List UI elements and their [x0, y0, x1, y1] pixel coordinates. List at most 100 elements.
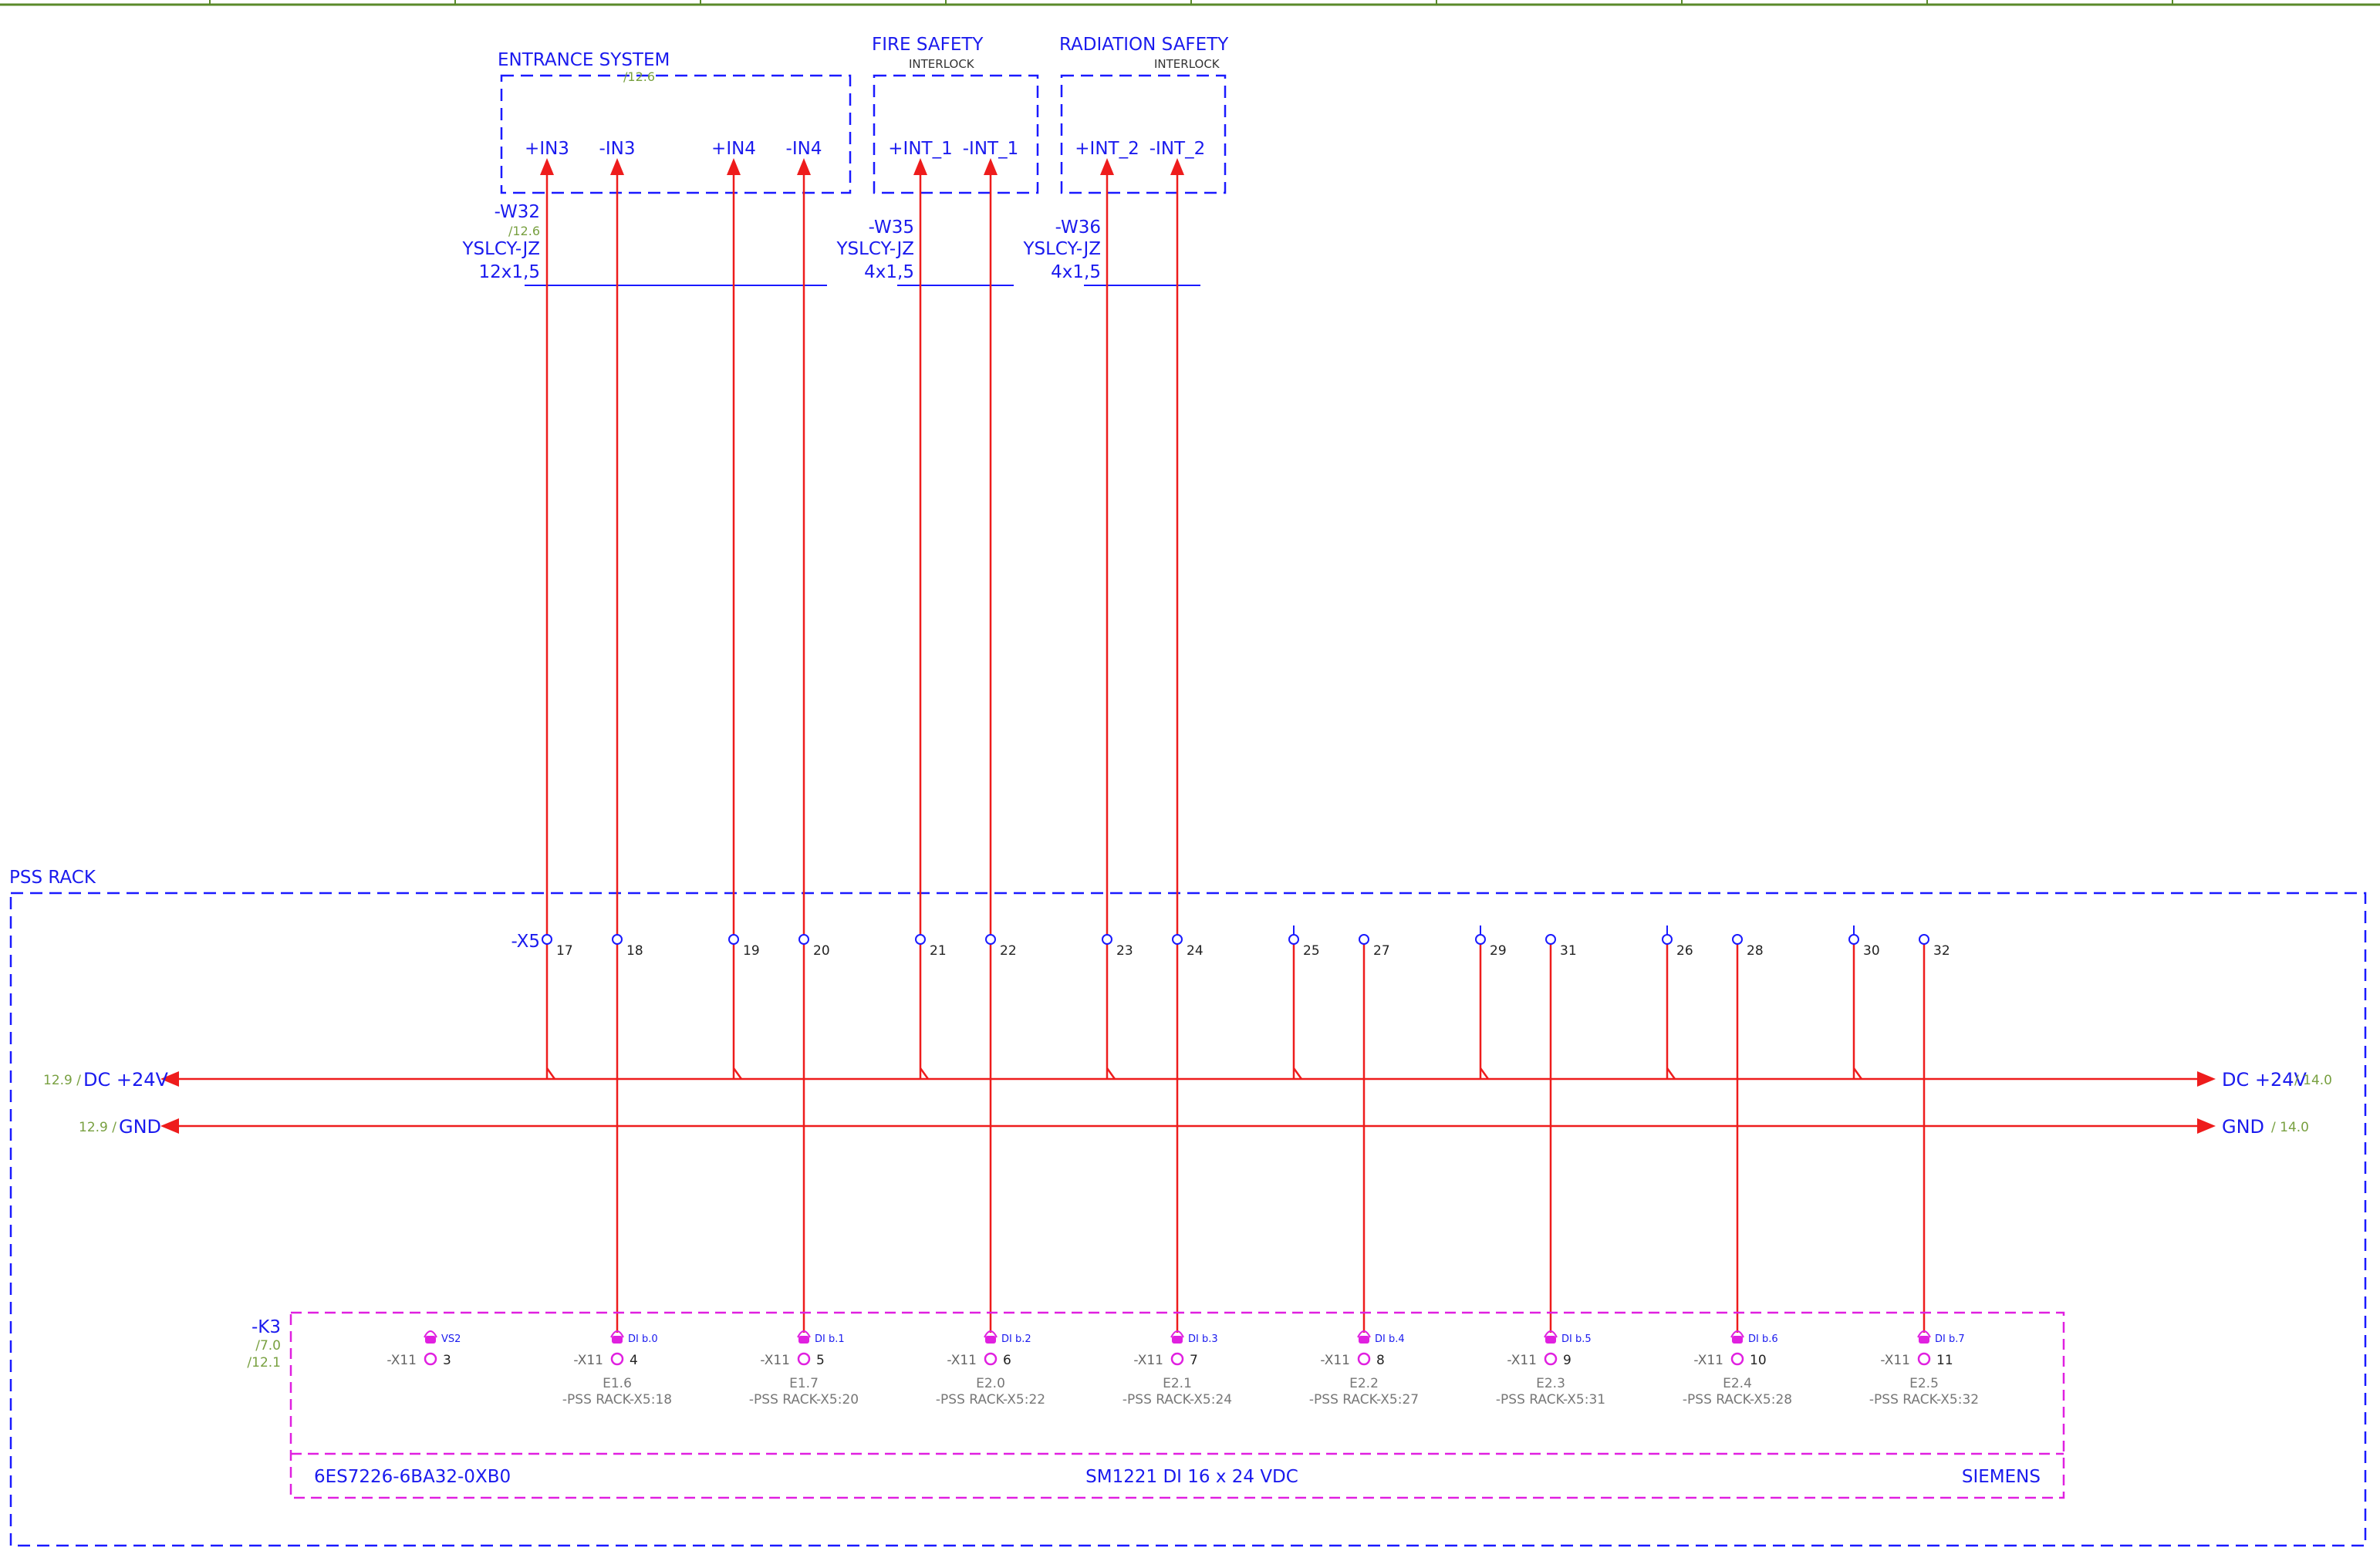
connector-arc: [610, 1330, 624, 1338]
pin-icon: [1730, 1352, 1744, 1366]
radiation-safety-group: RADIATION SAFETY INTERLOCK: [1059, 35, 1229, 194]
terminal-number: 20: [813, 943, 830, 959]
dc-24v-rail: 12.9 / DC +24V DC +24V / 14.0: [43, 1069, 2332, 1091]
cable-w32: -W32 /12.6 YSLCY-JZ 12x1,5: [461, 202, 827, 286]
wire-arrow: [540, 158, 554, 175]
wire-arrow: [913, 158, 927, 175]
cable-size: 4x1,5: [1051, 262, 1101, 282]
input-label: -INT_2: [1149, 139, 1205, 159]
pin-number: 9: [1563, 1353, 1571, 1368]
cable-name: -W36: [1055, 217, 1101, 238]
connector-icon: [1359, 1336, 1369, 1344]
pin-connector-label: -X11: [1320, 1353, 1350, 1368]
terminal-icon: [728, 934, 739, 945]
wire-arrow: [610, 158, 624, 175]
input-label: +IN4: [711, 139, 756, 159]
input-label: +INT_2: [1075, 139, 1139, 159]
pss-rack: PSS RACK -X5: [9, 868, 2367, 1547]
pin-connector-label: -X11: [947, 1353, 977, 1368]
pin-number: 7: [1190, 1353, 1198, 1368]
pin-connector-label: -X11: [1507, 1353, 1537, 1368]
dc-rail-label-left: DC +24V: [83, 1069, 169, 1091]
top-border: [0, 0, 2380, 6]
connector-arc: [1544, 1330, 1558, 1338]
wire-arrow: [727, 158, 741, 175]
terminal-number: 30: [1863, 943, 1880, 959]
pin-icon: [424, 1352, 437, 1366]
junction-tick: [732, 1067, 743, 1080]
pin-address: E2.1: [1163, 1376, 1192, 1391]
pin-number: 8: [1376, 1353, 1385, 1368]
dc-rail-ref-right: / 14.0: [2294, 1073, 2332, 1088]
input-label: +INT_1: [888, 139, 952, 159]
module-pin-group: VS2 -X11 3 DI b.0 -X11 4 E1.6-PSS RACK-X5:18 DI…: [387, 1330, 1979, 1408]
pin-connector-label: -X11: [1880, 1353, 1910, 1368]
input-label: +IN3: [525, 139, 569, 159]
pin-address: E2.4: [1723, 1376, 1752, 1391]
pin-number: 6: [1003, 1353, 1011, 1368]
module-tag: -K3: [252, 1317, 281, 1337]
pin-address: E2.5: [1909, 1376, 1939, 1391]
dc-rail-ref-left: 12.9 /: [43, 1073, 81, 1088]
terminal-number: 21: [930, 943, 947, 959]
gnd-rail-ref-right: / 14.0: [2271, 1120, 2309, 1135]
radiation-safety-subtitle: INTERLOCK: [1154, 57, 1220, 71]
terminal-number: 18: [626, 943, 643, 959]
terminal-number: 22: [1000, 943, 1017, 959]
terminal-number: 17: [556, 943, 573, 959]
terminal-number: 23: [1116, 943, 1133, 959]
entrance-system-group: ENTRANCE SYSTEM /12.6: [498, 50, 852, 194]
input-label: -IN3: [599, 139, 636, 159]
pin-connector-label: -X11: [760, 1353, 790, 1368]
pin-function-label: DI b.1: [815, 1333, 845, 1345]
connector-icon: [1545, 1336, 1556, 1344]
junction-tick: [545, 1067, 556, 1080]
pin-number: 3: [443, 1353, 451, 1368]
pin-function-label: VS2: [441, 1333, 461, 1345]
connector-icon: [612, 1336, 623, 1344]
terminal-icon: [1848, 934, 1859, 945]
pin-icon: [1170, 1352, 1184, 1366]
pin-function-label: DI b.6: [1748, 1333, 1778, 1345]
pin-source: -PSS RACK-X5:31: [1496, 1392, 1605, 1408]
pin-icon: [1917, 1352, 1931, 1366]
gnd-rail-label-left: GND: [119, 1116, 161, 1138]
connector-arc: [1917, 1330, 1931, 1338]
pin-function-label: DI b.7: [1935, 1333, 1965, 1345]
pin-connector-label: -X11: [1133, 1353, 1163, 1368]
pin-function-label: DI b.0: [628, 1333, 658, 1345]
cable-name: -W35: [869, 217, 914, 238]
pin-address: E1.7: [789, 1376, 819, 1391]
terminal-icon: [915, 934, 926, 945]
junction-tick: [1292, 1067, 1303, 1080]
junction-tick: [1106, 1067, 1116, 1080]
terminal-icon: [1288, 934, 1299, 945]
pin-icon: [797, 1352, 811, 1366]
dc-rail-label-right: DC +24V: [2222, 1069, 2307, 1091]
terminal-number: 25: [1303, 943, 1320, 959]
connector-icon: [1919, 1336, 1929, 1344]
pin-function-label: DI b.5: [1561, 1333, 1592, 1345]
radiation-safety-title: RADIATION SAFETY: [1059, 35, 1229, 55]
terminal-icon: [1919, 934, 1929, 945]
pin-function-label: DI b.3: [1188, 1333, 1218, 1345]
terminal-number: 31: [1560, 943, 1577, 959]
input-labels: +IN3 -IN3 +IN4 -IN4 +INT_1 -INT_1 +INT_2…: [525, 139, 1205, 159]
connector-icon: [425, 1336, 436, 1344]
connector-arc: [1170, 1330, 1184, 1338]
pin-function-label: DI b.4: [1375, 1333, 1405, 1345]
pin-number: 4: [630, 1353, 638, 1368]
pin-icon: [1357, 1352, 1371, 1366]
wire-arrow: [797, 158, 811, 175]
pin-address: E1.6: [603, 1376, 632, 1391]
entrance-system-title: ENTRANCE SYSTEM: [498, 50, 670, 70]
connector-arc: [424, 1330, 437, 1338]
pin-connector-label: -X11: [387, 1353, 417, 1368]
module-ref-2: /12.1: [247, 1355, 281, 1371]
pin-connector-label: -X11: [1693, 1353, 1723, 1368]
pin-icon: [610, 1352, 624, 1366]
terminal-number: 19: [743, 943, 760, 959]
cable-w35: -W35 YSLCY-JZ 4x1,5: [836, 217, 1014, 286]
terminal-number: 29: [1490, 943, 1507, 959]
pin-number: 11: [1936, 1353, 1953, 1368]
